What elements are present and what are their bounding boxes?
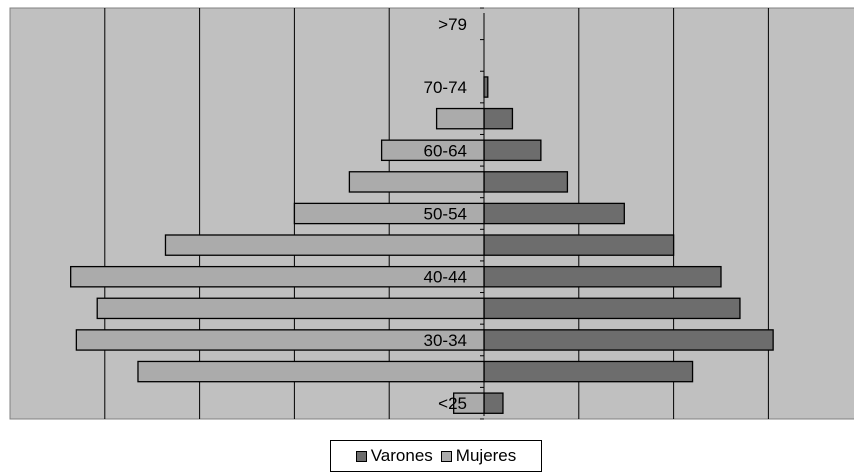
legend-label-varones: Varones [370, 446, 433, 465]
center-axis [480, 7, 485, 420]
legend-swatch-varones [355, 450, 367, 462]
bar-varones-4044 [483, 265, 722, 288]
tick-label: 30-34 [424, 331, 467, 350]
legend: Varones Mujeres [330, 440, 542, 472]
bar-mujeres-3539 [96, 297, 485, 320]
legend-item-mujeres: Mujeres [440, 446, 517, 466]
tick-label: 70-74 [424, 78, 467, 97]
bar-varones-2529 [483, 360, 694, 383]
bar-varones-3539 [483, 297, 741, 320]
tick-labels: <25 30-34 40-44 50-54 60-64 70-74 >79 [424, 15, 467, 413]
tick-label: 50-54 [424, 205, 467, 224]
bar-varones-5054 [483, 202, 625, 225]
bar-mujeres-5559 [348, 171, 485, 193]
tick-label: 60-64 [424, 141, 467, 160]
bar-varones-25 [483, 392, 504, 414]
legend-label-mujeres: Mujeres [455, 446, 517, 465]
bars-group [70, 76, 774, 414]
bar-varones-4549 [483, 234, 675, 256]
bar-mujeres-4044 [70, 265, 485, 288]
legend-item-varones: Varones [355, 446, 433, 466]
bar-varones-3034 [483, 329, 774, 351]
bar-varones-6064 [483, 139, 542, 162]
bar-mujeres-2529 [137, 360, 485, 383]
bar-varones-5559 [483, 171, 569, 193]
bar-varones-6569 [483, 107, 514, 130]
bar-varones-7074 [483, 76, 489, 98]
tick-label: >79 [438, 15, 467, 34]
tick-label: <25 [438, 394, 467, 413]
bar-mujeres-6569 [435, 107, 485, 130]
bar-mujeres-4549 [164, 234, 485, 256]
legend-swatch-mujeres [440, 450, 452, 462]
tick-label: 40-44 [424, 268, 467, 287]
